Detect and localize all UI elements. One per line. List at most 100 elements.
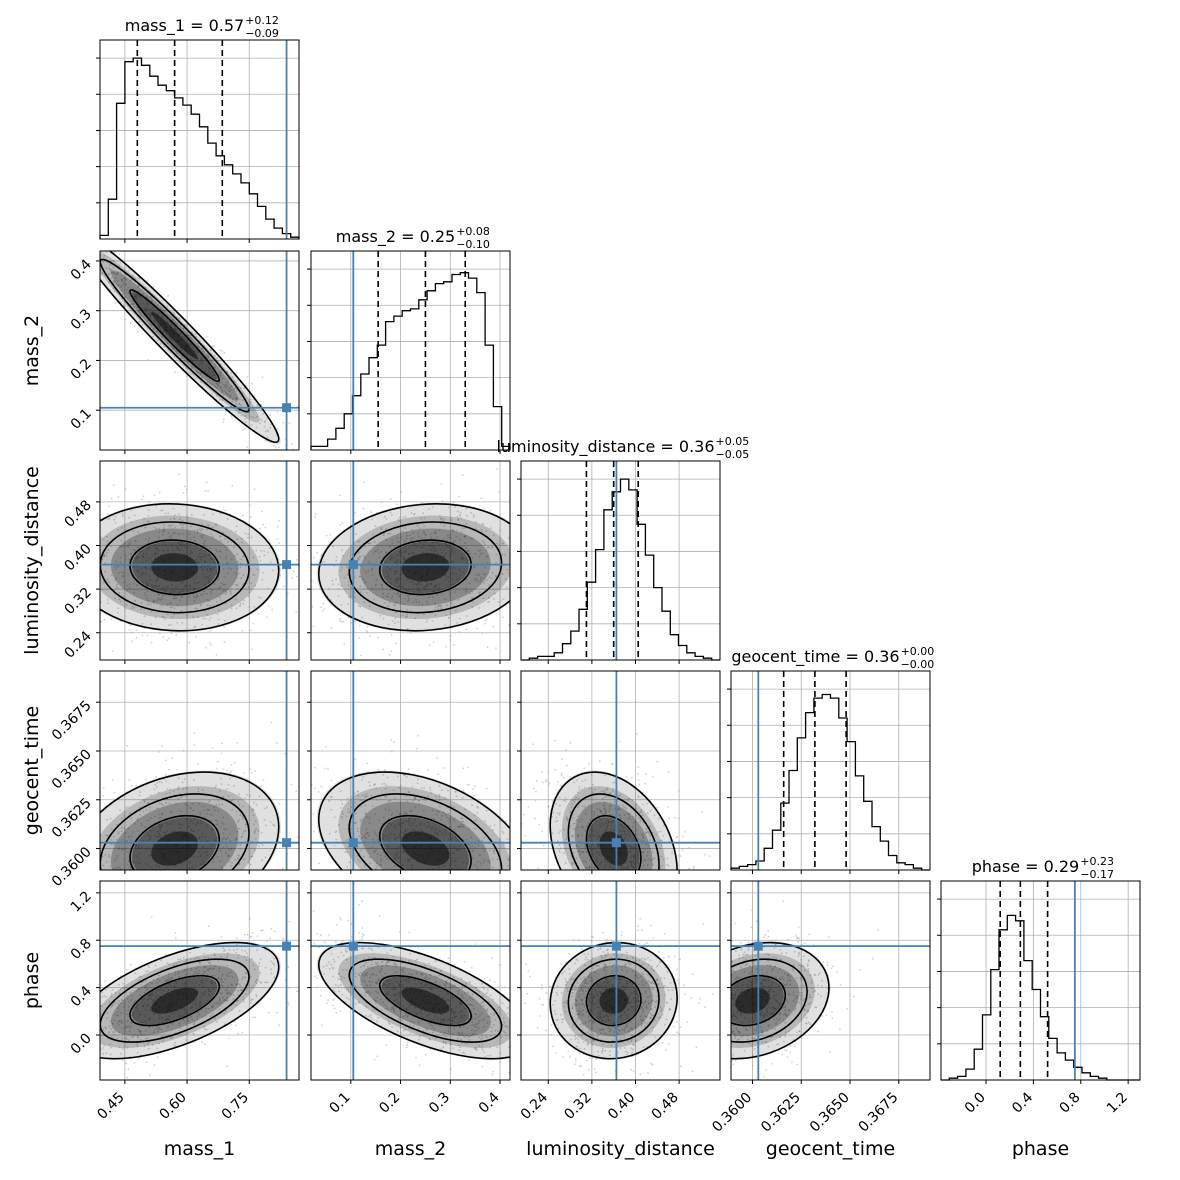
sample-point: [478, 550, 480, 552]
sample-point: [474, 878, 476, 880]
sample-point: [216, 573, 218, 576]
sample-point: [477, 840, 480, 842]
sample-point: [200, 357, 203, 360]
sample-point: [146, 590, 149, 593]
sample-point: [313, 830, 315, 833]
sample-point: [629, 861, 632, 864]
sample-point: [154, 815, 156, 818]
sample-point: [468, 828, 470, 830]
sample-point: [261, 844, 264, 847]
sample-point: [128, 516, 131, 519]
sample-point: [219, 535, 222, 538]
sample-point: [141, 561, 144, 564]
sample-point: [204, 540, 207, 542]
sample-point: [609, 874, 611, 876]
sample-point: [340, 799, 343, 802]
sample-point: [448, 838, 451, 841]
sample-point: [199, 604, 202, 607]
sample-point: [236, 390, 238, 392]
sample-point: [445, 645, 448, 648]
sample-point: [107, 549, 110, 551]
sample-point: [205, 646, 208, 649]
sample-point: [193, 732, 196, 735]
sample-point: [220, 392, 223, 394]
sample-point: [251, 808, 254, 811]
sample-point: [80, 228, 82, 230]
sample-point: [58, 562, 60, 564]
sample-point: [242, 817, 245, 820]
sample-point: [49, 526, 51, 528]
sample-point: [657, 878, 659, 880]
sample-point: [369, 511, 372, 514]
sample-point: [121, 526, 124, 529]
sample-point: [202, 363, 205, 365]
sample-point: [252, 574, 255, 576]
sample-point: [65, 908, 67, 910]
sample-point: [448, 555, 451, 557]
sample-point: [132, 566, 135, 568]
sample-point: [141, 572, 144, 574]
sample-point: [164, 310, 167, 312]
sample-point: [218, 873, 220, 875]
sample-point: [91, 576, 93, 578]
sample-point: [145, 308, 148, 311]
sample-point: [169, 811, 172, 813]
sample-point: [243, 599, 245, 602]
sample-point: [450, 529, 453, 532]
sample-point: [425, 540, 428, 543]
sample-point: [644, 773, 647, 775]
sample-point: [207, 840, 209, 842]
sample-point: [358, 540, 361, 543]
sample-point: [359, 585, 362, 588]
sample-point: [416, 588, 419, 591]
sample-point: [182, 491, 185, 494]
sample-point: [120, 278, 123, 281]
sample-point: [261, 420, 263, 422]
sample-point: [400, 573, 403, 576]
sample-point: [428, 644, 431, 647]
sample-point: [291, 443, 293, 445]
sample-point: [133, 606, 136, 609]
sample-point: [343, 576, 346, 579]
sample-point: [160, 598, 162, 601]
sample-point: [163, 527, 165, 529]
sample-point: [399, 561, 402, 564]
sample-point: [112, 266, 115, 269]
sample-point: [634, 866, 637, 869]
sample-point: [143, 615, 146, 617]
sample-point: [368, 834, 370, 837]
sample-point: [208, 370, 210, 373]
sample-point: [455, 840, 458, 843]
sample-point: [150, 584, 153, 586]
sample-point: [413, 798, 416, 801]
sample-point: [102, 787, 105, 790]
sample-point: [400, 844, 403, 847]
sample-point: [505, 578, 507, 581]
sample-point: [199, 549, 202, 552]
sample-point: [403, 557, 406, 560]
sample-point: [114, 280, 117, 283]
sample-point: [393, 833, 396, 836]
sample-point: [125, 288, 128, 291]
sample-point: [183, 352, 185, 355]
sample-point: [439, 829, 441, 832]
sample-point: [357, 557, 359, 560]
sample-point: [169, 606, 172, 609]
sample-point: [596, 861, 598, 864]
sample-point: [472, 516, 475, 518]
sample-point: [200, 359, 203, 361]
sample-point: [461, 556, 463, 559]
sample-point: [153, 526, 156, 529]
sample-point: [390, 823, 393, 826]
sample-point: [577, 845, 580, 848]
sample-point: [230, 405, 233, 407]
sample-point: [604, 812, 607, 815]
sample-point: [95, 257, 97, 259]
sample-point: [239, 386, 242, 389]
sample-point: [208, 554, 211, 557]
sample-point: [138, 311, 140, 314]
sample-point: [147, 540, 150, 542]
sample-point: [441, 789, 443, 792]
sample-point: [148, 837, 151, 840]
sample-point: [139, 862, 142, 864]
